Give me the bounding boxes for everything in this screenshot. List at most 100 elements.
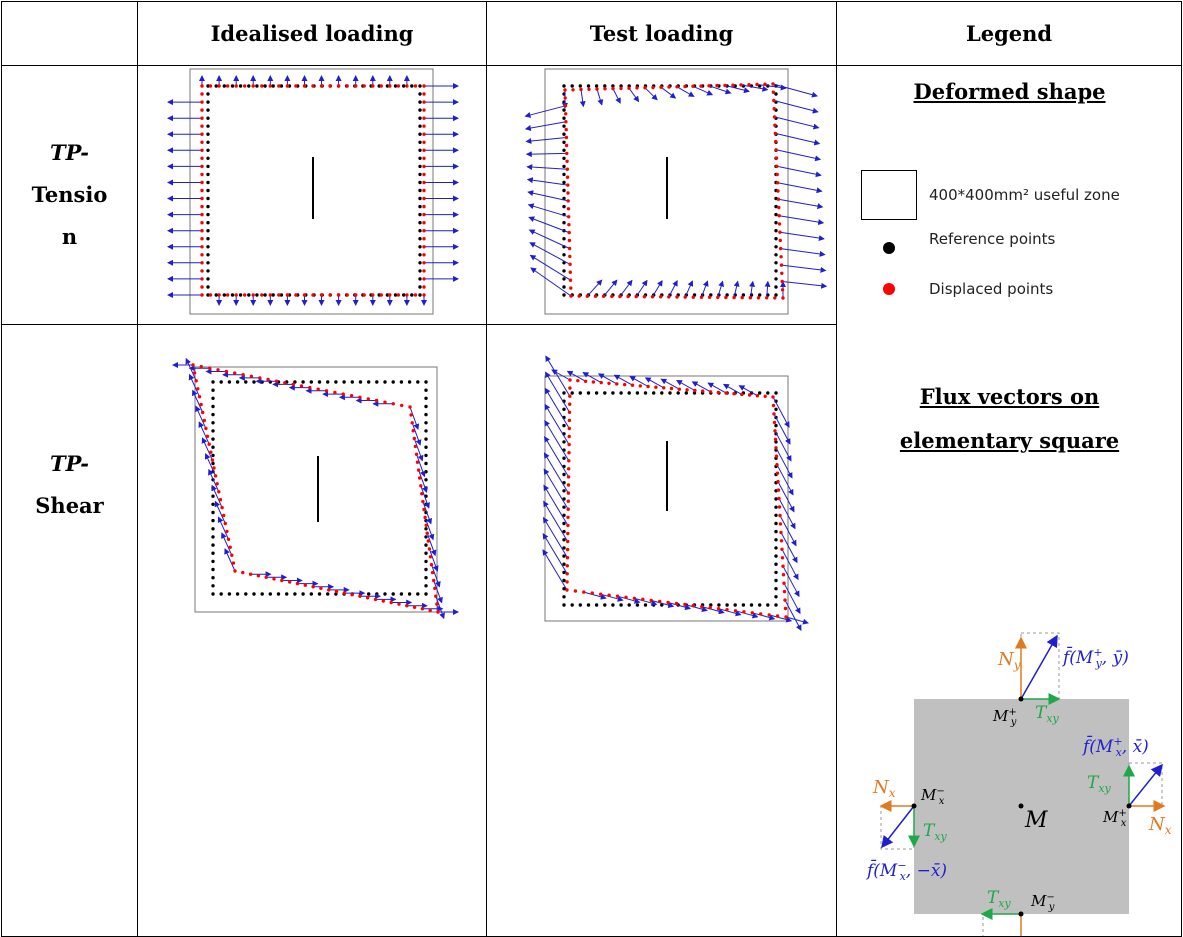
displaced-point [773,437,778,441]
reference-point [418,285,422,290]
flux-vector [543,468,569,510]
displaced-point [567,239,572,243]
displaced-point [200,197,204,201]
flux-vector [426,532,437,557]
displaced-point [218,497,223,502]
reference-point [244,592,248,596]
reference-point [586,84,591,89]
displaced-point [601,295,606,299]
displaced-point [410,420,414,425]
displaced-point [388,293,392,298]
shear-test-cell [486,323,837,937]
flux-vector [526,177,568,187]
flux-vector [749,281,756,299]
displaced-point [217,84,221,89]
displaced-point [389,600,393,605]
flux-vector [775,133,821,146]
reference-point [206,253,210,257]
reference-point [586,603,591,607]
reference-point [214,293,218,298]
displaced-point [409,413,413,417]
flux-vector [597,373,618,385]
displaced-point [611,87,615,91]
reference-point [206,261,210,265]
displaced-point [210,458,215,462]
reference-point [211,453,215,457]
flux-vector [692,86,714,96]
reference-point [774,92,778,97]
reference-point [774,537,778,542]
flux-vector [635,280,648,298]
reference-point [418,141,422,145]
displaced-point [200,285,204,290]
displaced-point [422,132,426,137]
flux-vector [409,406,420,430]
reference-point [385,293,390,298]
flux-vector [418,469,428,493]
flux-vector [777,182,823,194]
flux-vector [708,85,732,95]
displaced-point [565,580,569,584]
reference-point [418,108,422,113]
displaced-point [422,237,426,241]
displaced-point [568,394,572,398]
displaced-point [780,288,785,292]
displaced-point [566,531,570,536]
displaced-point [268,84,272,89]
displaced-point [733,608,738,613]
displaced-point [782,589,787,594]
displaced-point [564,120,568,124]
reference-point [424,412,428,417]
displaced-point [233,371,237,375]
displaced-point [243,84,247,89]
displaced-point [564,144,569,148]
flux-vector [579,89,586,108]
flux-vector [543,500,569,542]
reference-point [418,229,422,233]
reference-point [562,132,566,137]
reference-point [418,100,422,105]
displaced-point [565,555,570,560]
bottom-projection-box [982,913,1022,936]
flux-vector [188,373,200,397]
flux-vector [773,100,819,114]
reference-point [227,592,232,596]
displaced-point [231,561,236,565]
flux-vector [214,500,226,524]
flux-vector [629,375,649,387]
reference-point [774,245,778,249]
reference-point [562,285,566,290]
flux-vector [596,89,604,107]
displaced-point [568,378,572,382]
reference-point [562,391,566,395]
displaced-point [420,606,425,611]
reference-point [774,586,778,591]
displaced-point [272,577,276,581]
displaced-point [422,100,426,105]
flux-vector [652,280,663,298]
flux-vector [660,87,677,100]
reference-point [383,380,387,384]
flux-vector [756,84,787,91]
reference-point [263,293,267,298]
reference-point [206,245,210,249]
displaced-point [422,221,426,225]
reference-point [562,141,566,145]
displaced-point [327,588,331,592]
displaced-point [567,450,571,455]
displaced-point [784,615,788,619]
reference-point [424,420,428,425]
displaced-point [208,366,212,370]
displaced-point [422,181,426,185]
displaced-point [197,394,202,399]
displaced-point [566,207,571,211]
reference-point [211,510,215,515]
reference-point [227,380,232,384]
reference-point [418,261,422,265]
reference-point [774,546,778,550]
reference-point [206,221,210,225]
displaced-point [782,581,786,585]
displaced-point [422,92,426,97]
flux-vector [775,149,822,162]
displaced-point [567,223,571,227]
